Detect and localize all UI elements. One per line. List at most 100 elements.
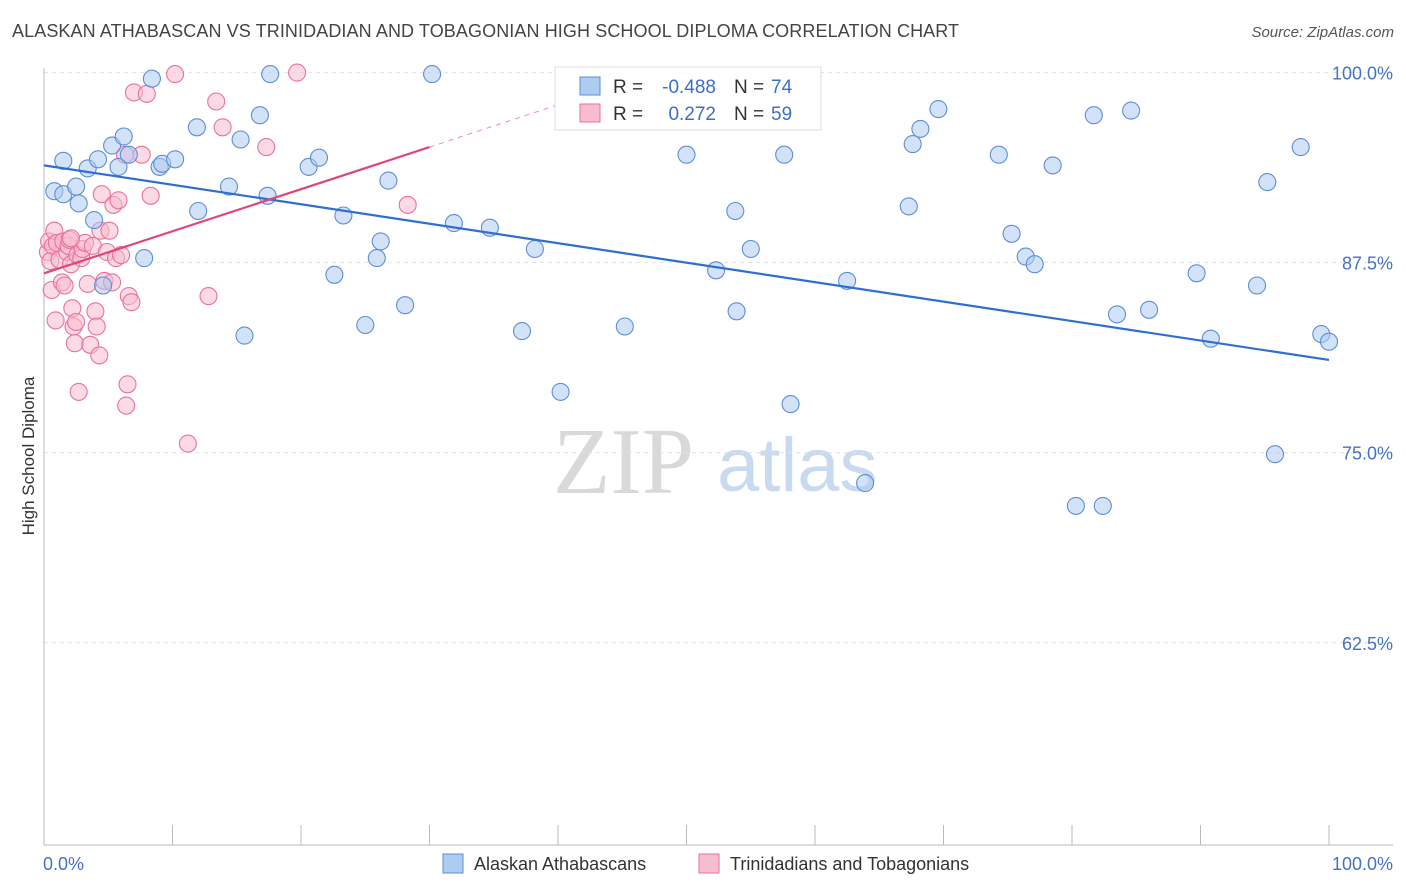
series-trinidadian-points [38,63,417,453]
trinidadian-point [112,246,131,265]
stats-n-label-1: N = [734,77,764,98]
x-tick-label-right: 100.0% [1332,854,1393,874]
athabascan-point [525,239,544,259]
athabascan-point [189,201,208,221]
trinidadian-point [86,302,105,321]
athabascan-point [1025,255,1044,274]
trend-lines [43,97,1330,362]
athabascan-point [899,197,918,216]
legend-swatch-athabascan [442,853,464,874]
y-tick-label: 100.0% [1332,64,1393,84]
trinidadian-point [257,138,276,157]
athabascan-point [1247,276,1267,295]
athabascan-point [1122,101,1141,120]
athabascan-point [309,148,329,167]
athabascan-point [1107,305,1127,324]
trinidadian-point [137,84,156,103]
legend-label-athabascan: Alaskan Athabascans [474,854,646,874]
athabascan-point [727,302,746,321]
watermark-zip: ZIP [553,410,694,514]
athabascan-point [325,265,344,284]
y-tick-label: 62.5% [1342,634,1393,654]
y-tick-label: 75.0% [1342,444,1393,464]
athabascan-point [94,276,113,295]
trinidadian-point [100,221,119,240]
source-label: Source: ZipAtlas.com [1251,24,1394,41]
chart-title: ALASKAN ATHABASCAN VS TRINIDADIAN AND TO… [12,21,960,41]
athabascan-point [781,395,800,414]
trinidadian-point [78,274,97,293]
trinidadian-point [87,317,106,336]
athabascan-point [838,271,857,290]
athabascan-point [379,171,398,190]
athabascan-point [741,239,760,259]
athabascan-point [371,232,390,251]
legend-label-trinidadian: Trinidadians and Tobagonians [730,854,969,874]
athabascan-point [85,211,104,230]
athabascan-point [989,145,1008,164]
athabascan-point [88,150,108,169]
athabascan-point [551,382,570,401]
trinidadian-point [207,92,226,111]
watermark-atlas: atlas [717,423,878,508]
trinidadian-point [90,346,109,365]
legend-swatch-trinidadian [698,853,720,874]
athabascan-point [903,135,922,154]
athabascan-point [929,100,948,119]
athabascan-point [396,296,415,315]
athabascan-point [1043,156,1062,175]
athabascan-point [677,145,696,164]
stats-n-label-2: N = [734,104,764,125]
athabascan-point [187,118,206,137]
athabascan-trend-line [43,164,1330,362]
trinidadian-point [69,382,88,401]
legend: Alaskan Athabascans Trinidadians and Tob… [442,853,969,874]
y-tick-labels: 100.0% 87.5% 75.0% 62.5% [1332,64,1393,654]
athabascan-point [231,130,250,149]
x-ticks [172,825,1330,845]
athabascan-point [1187,264,1206,283]
trinidadian-point [213,118,232,137]
trinidadian-point [178,434,197,453]
athabascan-point [69,194,88,213]
stats-r-label-2: R = [613,104,643,125]
stats-r-value-2: 0.272 [668,104,716,125]
athabascan-point [135,249,154,268]
athabascan-point [1258,173,1277,192]
stats-r-label-1: R = [613,77,643,98]
athabascan-point [250,106,269,125]
stats-n-value-2: 59 [771,104,792,125]
trinidadian-point [117,396,136,415]
trinidadian-trend-line [43,146,430,275]
trinidadian-point [122,293,141,312]
athabascan-point [1265,445,1285,464]
trinidadian-point [92,185,111,204]
athabascan-point [235,326,254,345]
stats-swatch-pink [579,103,601,123]
athabascan-point [166,150,185,169]
y-axis-title: High School Diploma [19,376,38,535]
athabascan-point [423,65,442,84]
stats-n-value-1: 74 [771,77,793,98]
athabascan-point [911,119,930,138]
trinidadian-point [61,229,81,248]
athabascan-point [1093,496,1112,515]
athabascan-point [856,474,875,493]
stats-r-value-1: -0.488 [662,77,716,98]
x-tick-label-left: 0.0% [43,854,84,874]
athabascan-point [1291,138,1310,157]
athabascan-point [1319,332,1339,351]
athabascan-point [1140,300,1159,319]
trinidadian-point [46,311,65,330]
athabascan-point [356,315,375,335]
trinidadian-point [55,276,74,295]
trinidadian-point [118,375,137,394]
series-athabascan-points [45,65,1339,515]
trinidadian-point [109,191,128,210]
athabascan-point [1066,496,1085,515]
trinidadian-point [288,63,307,82]
athabascan-point [1002,224,1021,243]
trinidadian-point [166,65,185,84]
athabascan-point [261,65,280,84]
